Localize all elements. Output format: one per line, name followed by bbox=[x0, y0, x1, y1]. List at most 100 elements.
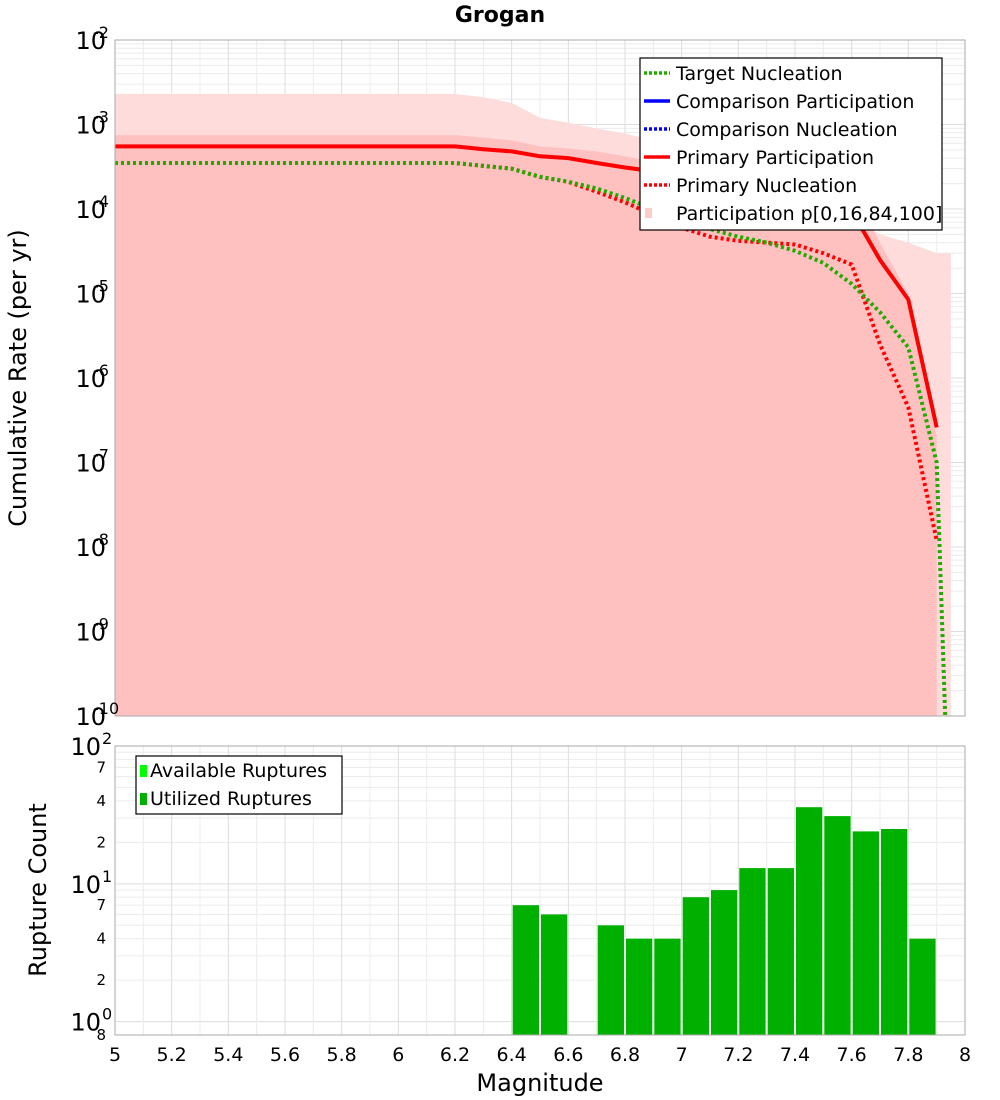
rate-y-ticks: 10-210-310-410-510-610-710-810-910-10 bbox=[75, 23, 119, 731]
y-tick-minor: 2 bbox=[96, 971, 106, 989]
x-tick: 6.4 bbox=[497, 1044, 527, 1066]
x-tick: 8 bbox=[959, 1044, 971, 1066]
x-tick: 6.2 bbox=[440, 1044, 470, 1066]
y-tick-minor: 2 bbox=[96, 833, 106, 851]
bar-utilized-ruptures bbox=[626, 938, 653, 1035]
magnitude-x-ticks: 5 5.2 5.4 5.6 5.8 6 6.2 6.4 6.6 6.8 7 7.2 7.4 7.6 7.8 8 bbox=[109, 1044, 971, 1066]
y-tick-exponent: 2 bbox=[102, 729, 112, 748]
y-tick-base: 10 bbox=[75, 703, 106, 731]
bar-utilized-ruptures bbox=[852, 831, 879, 1035]
x-axis-label: Magnitude bbox=[476, 1069, 603, 1097]
y-tick-base: 10 bbox=[70, 1009, 101, 1037]
legend-swatch-utilized-ruptures bbox=[140, 793, 147, 805]
y-tick-exponent: -2 bbox=[93, 23, 109, 42]
y-tick-base: 10 bbox=[75, 27, 106, 55]
legend-label-participation-p-0-16-84-100: Participation p[0,16,84,100] bbox=[676, 203, 942, 225]
band-p-16-84- bbox=[115, 135, 937, 717]
y-tick: 10-10 bbox=[75, 699, 119, 731]
y-tick-minor: 4 bbox=[96, 930, 106, 948]
y-tick-base: 10 bbox=[75, 196, 106, 224]
y-tick-exponent: 0 bbox=[102, 1005, 112, 1024]
y-tick-minor: 7 bbox=[96, 896, 106, 914]
y-tick-base: 10 bbox=[70, 871, 101, 899]
y-tick: 10 2 bbox=[70, 729, 112, 761]
legend-box bbox=[639, 57, 943, 231]
y-tick: 10-3 bbox=[75, 108, 109, 140]
bar-utilized-ruptures bbox=[512, 905, 539, 1035]
chart-title: Grogan bbox=[455, 3, 545, 28]
legend-label-primary-nucleation: Primary Nucleation bbox=[676, 175, 857, 197]
y-tick-base: 10 bbox=[75, 112, 106, 140]
legend-label-comparison-nucleation: Comparison Nucleation bbox=[676, 119, 898, 141]
legend-label-available-ruptures: Available Ruptures bbox=[150, 760, 327, 782]
rate-y-axis-label: Cumulative Rate (per yr) bbox=[4, 229, 32, 527]
y-tick: 10 1 bbox=[70, 867, 112, 899]
bar-utilized-ruptures bbox=[541, 914, 568, 1035]
y-tick-base: 10 bbox=[75, 281, 106, 309]
participation-bands bbox=[115, 93, 951, 717]
x-tick: 7.8 bbox=[893, 1044, 923, 1066]
y-tick: 10-8 bbox=[75, 530, 109, 562]
legend-label-utilized-ruptures: Utilized Ruptures bbox=[150, 788, 312, 810]
bar-utilized-ruptures bbox=[711, 890, 738, 1035]
x-tick: 5.2 bbox=[157, 1044, 187, 1066]
y-tick: 10-6 bbox=[75, 361, 109, 393]
bar-utilized-ruptures bbox=[739, 868, 766, 1035]
y-tick-exponent: -8 bbox=[93, 530, 109, 549]
legend-box bbox=[135, 755, 343, 815]
legend-swatch-participation-p-0-16-84-100 bbox=[645, 208, 652, 218]
x-tick: 7 bbox=[676, 1044, 688, 1066]
bar-utilized-ruptures bbox=[796, 807, 823, 1035]
x-tick: 7.2 bbox=[723, 1044, 753, 1066]
rate-plot-frame bbox=[114, 39, 966, 717]
legend-swatch-available-ruptures bbox=[140, 765, 147, 777]
y-tick: 10-2 bbox=[75, 23, 109, 55]
y-tick-exponent: -3 bbox=[93, 108, 109, 127]
y-tick-exponent: -9 bbox=[93, 615, 109, 634]
bar-utilized-ruptures bbox=[767, 868, 794, 1035]
y-tick-minor: 4 bbox=[96, 792, 106, 810]
y-tick-exponent: -6 bbox=[93, 361, 109, 380]
count-legend: Available Ruptures Utilized Ruptures bbox=[135, 755, 343, 815]
bar-utilized-ruptures bbox=[909, 938, 936, 1035]
y-tick: 10-9 bbox=[75, 615, 109, 647]
rate-legend: Target Nucleation Comparison Participatio… bbox=[639, 57, 943, 231]
x-tick: 5 bbox=[109, 1044, 121, 1066]
bar-utilized-ruptures bbox=[682, 897, 709, 1035]
bar-utilized-ruptures bbox=[654, 938, 681, 1035]
y-tick-exponent: -10 bbox=[93, 699, 119, 718]
y-tick-base: 10 bbox=[70, 733, 101, 761]
x-tick: 6.6 bbox=[553, 1044, 583, 1066]
series-line-target-nucleation bbox=[115, 161, 948, 717]
bar-utilized-ruptures bbox=[597, 925, 624, 1035]
count-plot-frame bbox=[114, 745, 966, 1036]
x-tick: 5.8 bbox=[327, 1044, 357, 1066]
count-bars bbox=[512, 807, 936, 1035]
y-tick: 10-5 bbox=[75, 277, 109, 309]
y-tick-exponent: -4 bbox=[93, 192, 109, 211]
y-tick-exponent: -5 bbox=[93, 277, 109, 296]
y-tick-base: 10 bbox=[75, 619, 106, 647]
y-tick-exponent: 1 bbox=[102, 867, 112, 886]
legend-label-primary-participation: Primary Participation bbox=[676, 147, 874, 169]
x-tick: 7.4 bbox=[780, 1044, 810, 1066]
rate-plot: 10-210-310-410-510-610-710-810-910-10 Cu… bbox=[4, 23, 966, 731]
y-tick: 10-7 bbox=[75, 446, 109, 478]
x-tick: 5.6 bbox=[270, 1044, 300, 1066]
bar-utilized-ruptures bbox=[881, 829, 908, 1035]
x-tick: 5.4 bbox=[213, 1044, 243, 1066]
x-tick: 6.8 bbox=[610, 1044, 640, 1066]
y-tick: 10 0 bbox=[70, 1005, 112, 1037]
bar-utilized-ruptures bbox=[824, 816, 851, 1035]
count-y-axis-label: Rupture Count bbox=[24, 803, 52, 977]
y-tick-base: 10 bbox=[75, 534, 106, 562]
x-tick: 7.6 bbox=[837, 1044, 867, 1066]
y-tick: 10-4 bbox=[75, 192, 109, 224]
y-tick-minor: 8 bbox=[96, 1026, 106, 1044]
legend-label-comparison-participation: Comparison Participation bbox=[676, 91, 914, 113]
y-tick-exponent: -7 bbox=[93, 446, 109, 465]
y-tick-base: 10 bbox=[75, 450, 106, 478]
